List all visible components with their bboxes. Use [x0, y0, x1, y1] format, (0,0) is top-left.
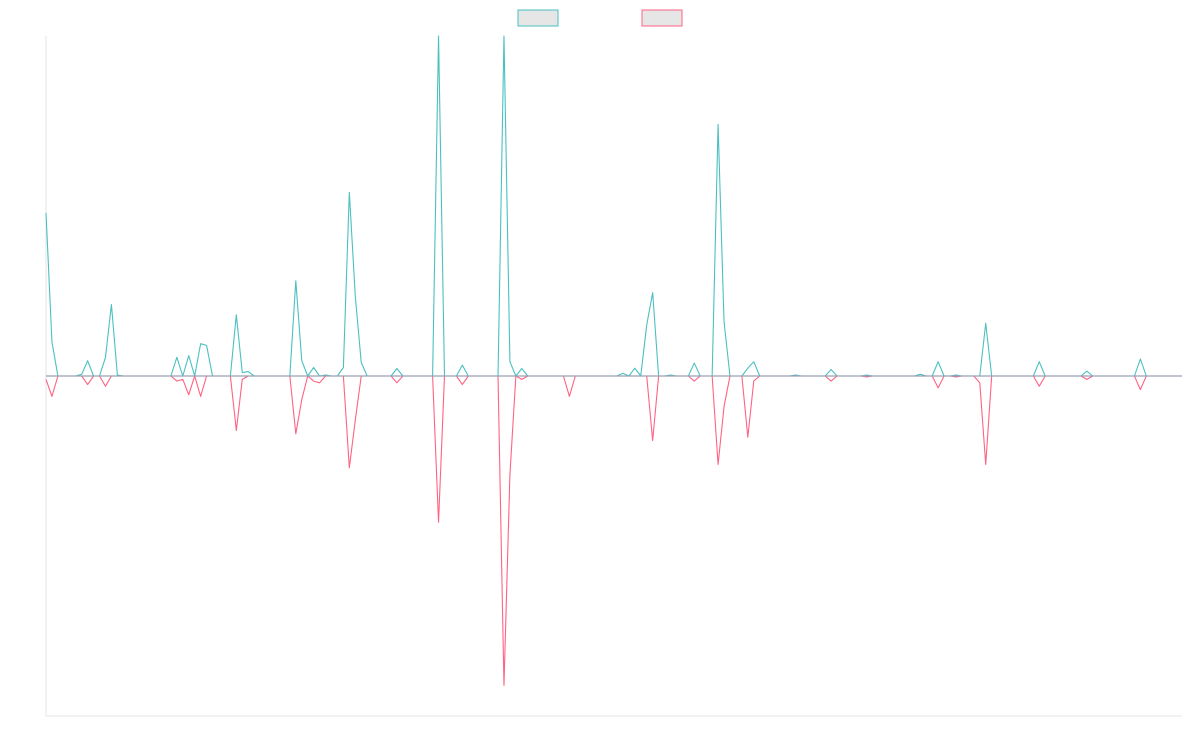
series-line-1 — [45, 35, 1182, 377]
chart-legend — [517, 9, 683, 27]
series-group — [45, 35, 1182, 686]
legend-swatch-1[interactable] — [517, 9, 559, 27]
legend-item-2[interactable] — [641, 9, 683, 27]
legend-swatch-2[interactable] — [641, 9, 683, 27]
series-line-2 — [45, 375, 1182, 686]
legend-item-1[interactable] — [517, 9, 559, 27]
